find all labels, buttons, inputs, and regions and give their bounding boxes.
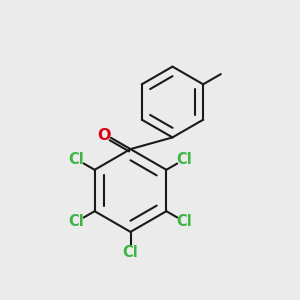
Text: Cl: Cl: [123, 245, 138, 260]
Text: Cl: Cl: [69, 152, 84, 167]
Text: Cl: Cl: [177, 214, 192, 229]
Text: Cl: Cl: [177, 152, 192, 167]
Text: Cl: Cl: [69, 214, 84, 229]
Text: O: O: [98, 128, 111, 143]
